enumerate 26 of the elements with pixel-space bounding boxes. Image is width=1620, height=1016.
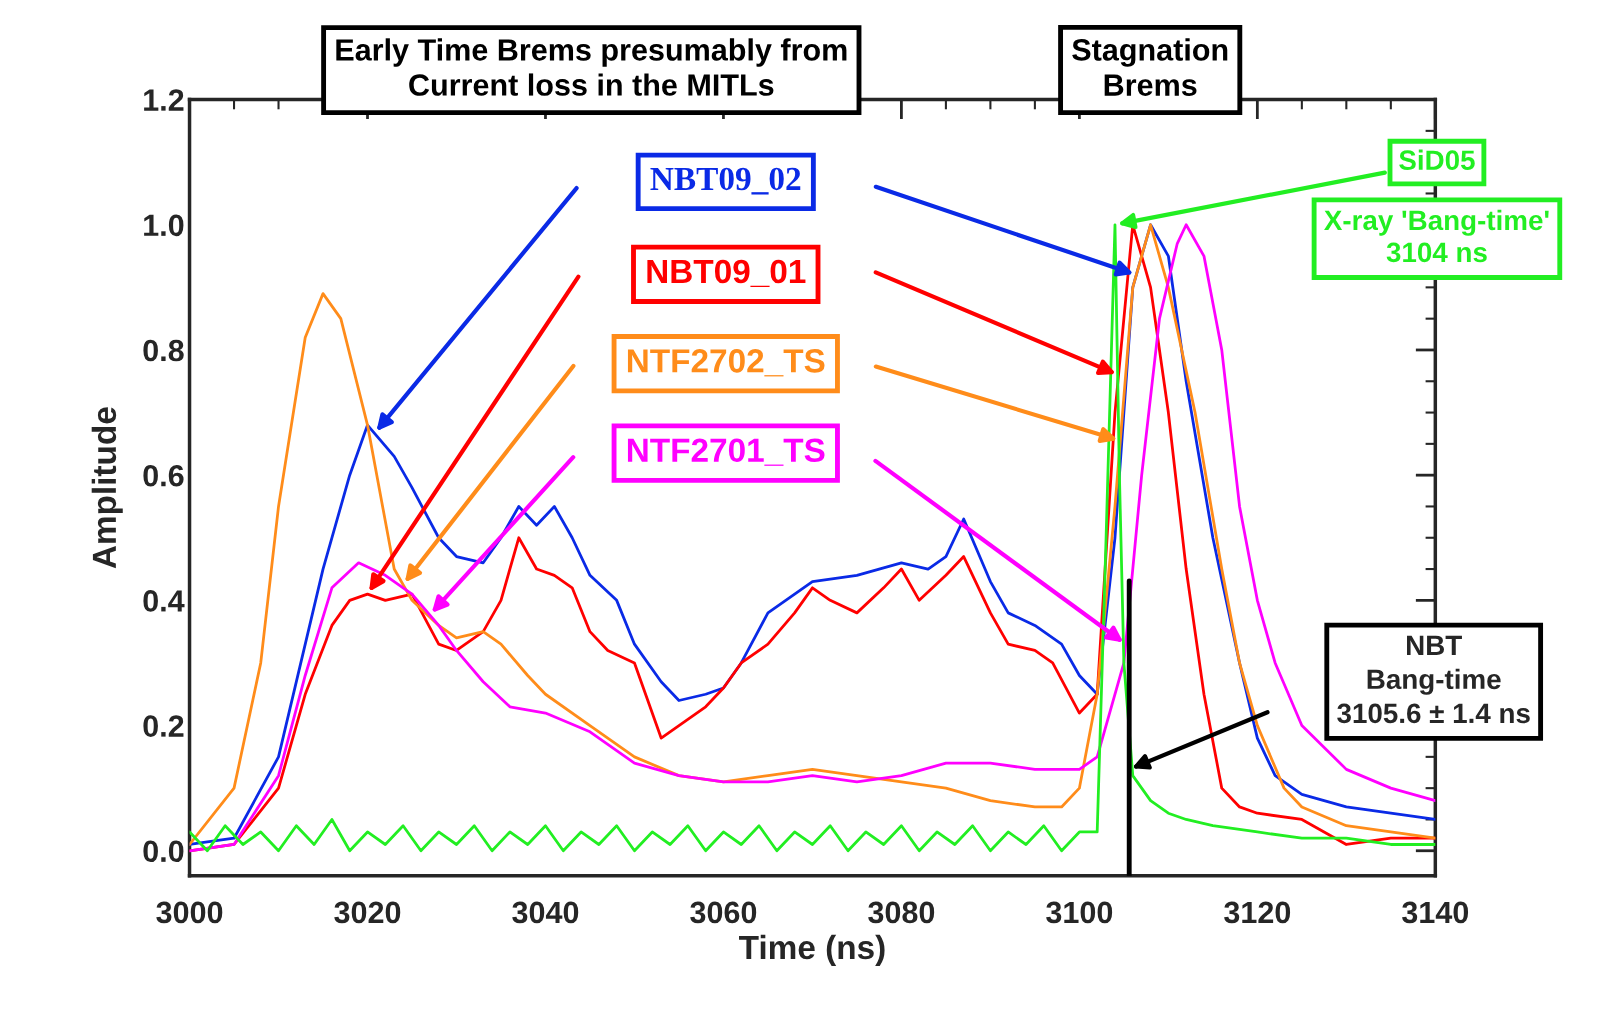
y-axis-title: Amplitude (91, 407, 123, 569)
text: NTF2702_TS (627, 349, 825, 377)
x-tick-label: 3000 (156, 901, 223, 924)
text: NBT09_01 (647, 259, 806, 288)
y-tick-label: 0.2 (143, 715, 184, 737)
y-tick-label: 1.0 (144, 214, 184, 237)
x-tick-label: 3120 (1224, 901, 1291, 924)
x-tick-label: 3100 (1046, 901, 1113, 924)
x-tick-label: 3060 (690, 901, 757, 924)
y-tick-label: 0.0 (143, 840, 184, 863)
text: Early Time Brems presumably from Current loss in the MITLs (336, 38, 847, 96)
annotation: X-ray 'Bang-time' 3104 ns (1324, 209, 1549, 263)
y-tick-label: 0.4 (143, 590, 185, 612)
x-tick-label: 3140 (1402, 901, 1469, 924)
y-tick-label: 0.6 (143, 464, 184, 487)
x-tick-label: 3080 (868, 901, 935, 924)
y-tick-label: 1.2 (144, 89, 184, 111)
text: NBT09_02 (650, 167, 801, 195)
x-axis-title: Time (ns) (739, 934, 885, 966)
ref-line-label: NBT Bang-time 3105.6 ± 1.4 ns (1337, 635, 1530, 724)
text: SiD05 (1399, 149, 1475, 171)
x-tick-label: 3040 (512, 901, 579, 924)
y-tick-label: 0.8 (143, 339, 184, 362)
x-tick-label: 3020 (334, 901, 401, 924)
text: Stagnation Brems (1072, 38, 1228, 96)
text: NTF2701_TS (627, 438, 825, 466)
